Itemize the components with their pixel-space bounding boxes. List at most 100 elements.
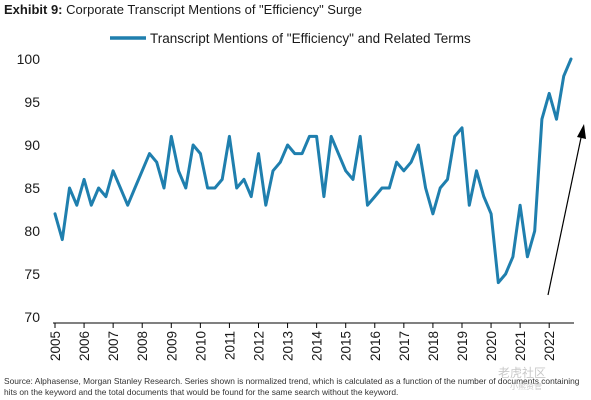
x-tick-label: 2016 xyxy=(368,331,383,361)
data-point xyxy=(97,186,100,190)
watermark: 老虎社区 小熊资管 xyxy=(498,364,546,392)
x-tick-label: 2019 xyxy=(455,331,470,361)
y-tick-label: 95 xyxy=(24,94,40,110)
data-point xyxy=(68,186,71,190)
x-tick-label: 2009 xyxy=(164,331,179,361)
data-point xyxy=(220,178,224,181)
x-tick-label: 2007 xyxy=(106,331,121,361)
data-point xyxy=(279,161,282,164)
data-point xyxy=(75,204,79,207)
data-point xyxy=(424,186,427,190)
y-tick-label: 80 xyxy=(24,223,40,239)
x-tick-label: 2012 xyxy=(251,331,266,361)
data-point xyxy=(380,186,384,190)
data-point xyxy=(497,281,500,284)
x-tick-label: 2017 xyxy=(397,331,412,361)
data-point xyxy=(511,255,515,258)
data-point xyxy=(177,169,180,172)
y-axis: 70 75 80 85 90 95 100 xyxy=(17,51,41,325)
exhibit-label: Exhibit 9: xyxy=(4,2,63,17)
data-point xyxy=(104,195,108,198)
data-point xyxy=(82,178,86,181)
line-chart: Transcript Mentions of "Efficiency" and … xyxy=(17,31,586,362)
y-tick-label: 90 xyxy=(24,137,40,153)
data-point xyxy=(141,169,144,172)
x-tick-label: 2020 xyxy=(484,331,499,361)
data-point xyxy=(482,195,485,198)
data-point xyxy=(329,135,333,138)
data-point xyxy=(446,178,449,181)
data-point xyxy=(504,272,507,276)
series-line xyxy=(53,57,573,285)
data-point xyxy=(213,186,217,190)
data-point xyxy=(468,204,471,207)
data-point xyxy=(409,161,413,164)
data-point xyxy=(264,204,267,207)
data-point xyxy=(133,186,137,190)
data-point xyxy=(518,204,522,207)
y-tick-label: 75 xyxy=(24,266,40,282)
data-point xyxy=(555,118,558,121)
x-tick-label: 2013 xyxy=(281,331,296,361)
legend-label: Transcript Mentions of "Efficiency" and … xyxy=(150,31,471,46)
data-point xyxy=(155,161,158,164)
data-point xyxy=(119,186,122,190)
x-axis: 2005 2006 2007 2008 2009 2010 2011 2012 2013 2014… xyxy=(48,322,574,362)
data-point xyxy=(308,135,311,138)
data-point xyxy=(271,169,275,172)
x-tick-label: 2011 xyxy=(222,331,237,360)
data-point xyxy=(366,204,369,207)
y-tick-label: 85 xyxy=(24,180,40,196)
data-point xyxy=(126,204,129,207)
x-tick-label: 2005 xyxy=(48,331,63,361)
y-tick-label: 70 xyxy=(24,309,40,325)
data-point xyxy=(359,135,362,138)
data-point xyxy=(569,57,573,61)
data-point xyxy=(170,135,173,138)
data-point xyxy=(257,152,260,155)
data-point xyxy=(228,135,231,138)
watermark-subtext: 小熊资管 xyxy=(510,382,542,391)
data-point xyxy=(547,92,551,95)
data-point xyxy=(293,152,297,155)
data-point xyxy=(286,143,289,147)
data-point xyxy=(540,118,544,121)
data-point xyxy=(533,229,536,233)
data-point xyxy=(53,212,57,215)
data-point xyxy=(184,186,188,190)
trend-arrow-head xyxy=(577,124,586,139)
chart-title-row: Exhibit 9: Corporate Transcript Mentions… xyxy=(4,2,362,17)
annotation-group xyxy=(547,124,586,296)
data-point xyxy=(395,161,398,164)
data-point xyxy=(111,169,115,172)
data-point xyxy=(562,75,565,78)
data-point xyxy=(61,238,64,241)
data-point xyxy=(526,255,529,258)
data-point xyxy=(199,152,202,155)
data-point xyxy=(300,152,304,155)
data-point xyxy=(417,143,420,147)
y-tick-label: 100 xyxy=(17,51,41,67)
data-point xyxy=(322,195,326,198)
data-point xyxy=(460,126,464,129)
x-tick-label: 2021 xyxy=(513,331,528,361)
x-tick-label: 2008 xyxy=(135,331,150,361)
data-point xyxy=(315,135,318,138)
chart-title: Corporate Transcript Mentions of "Effici… xyxy=(66,2,362,17)
x-tick-label: 2015 xyxy=(339,331,354,361)
data-point xyxy=(90,204,93,207)
source-note: Source: Alphasense, Morgan Stanley Resea… xyxy=(4,376,580,397)
data-point xyxy=(475,169,478,172)
data-point xyxy=(453,135,456,138)
data-point xyxy=(373,195,376,198)
trend-arrow-shaft xyxy=(547,132,583,296)
x-tick-label: 2006 xyxy=(77,331,92,361)
x-tick-label: 2014 xyxy=(310,331,325,362)
data-point xyxy=(242,178,246,181)
data-point xyxy=(235,186,238,190)
watermark-text: 老虎社区 xyxy=(498,366,547,380)
data-point xyxy=(206,186,209,190)
data-point xyxy=(388,186,391,190)
x-tick-label: 2018 xyxy=(426,331,441,361)
legend: Transcript Mentions of "Efficiency" and … xyxy=(110,31,471,46)
